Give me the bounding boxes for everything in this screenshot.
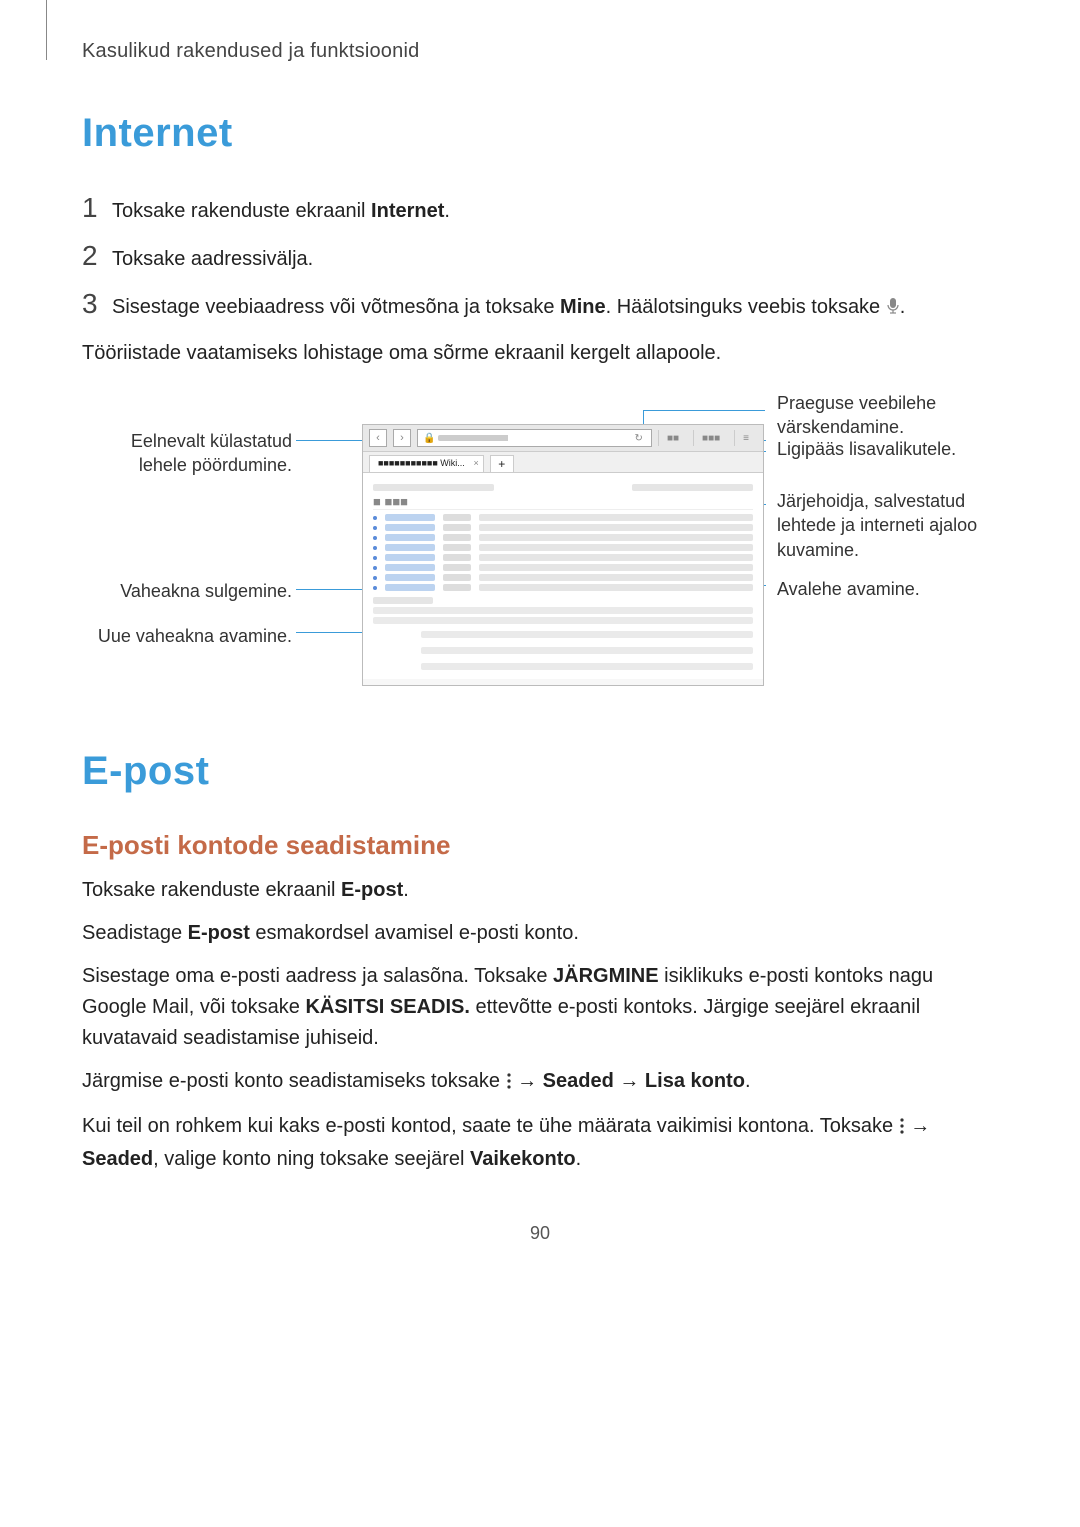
toolbar-button-1[interactable]: ■■ [658, 430, 687, 446]
browser-window: ‹ › 🔒 ↻ ■■ ■■■ ≡ ■■■■■■■■■■■ Wiki... × + [362, 424, 764, 686]
tab-label: ■■■■■■■■■■■ Wiki... [378, 458, 465, 468]
section-title-internet: Internet [82, 111, 998, 156]
callout-bookmarks: Järjehoidja, salvestatud lehtede ja inte… [777, 489, 987, 562]
step-num: 3 [82, 288, 112, 320]
page-number: 90 [82, 1223, 998, 1244]
callout-refresh: Praeguse veebilehe värskendamine. [777, 391, 987, 440]
step-text-bold: Internet [371, 200, 444, 222]
section-subtitle-email: E-posti kontode seadistamine [82, 830, 998, 861]
breadcrumb: Kasulikud rakendused ja funktsioonid [82, 40, 998, 63]
callout-home: Avalehe avamine. [777, 577, 987, 601]
address-text-blur [438, 435, 634, 441]
paragraph: Seadistage E-post esmakordsel avamisel e… [82, 918, 998, 949]
step-text-bold: Mine [560, 296, 606, 318]
microphone-icon [886, 294, 900, 324]
paragraph: Tööriistade vaatamiseks lohistage oma sõ… [82, 338, 998, 369]
browser-figure: Eelnevalt külastatud lehele pöördumine. … [82, 399, 998, 699]
toolbar-button-2[interactable]: ■■■ [693, 430, 728, 446]
step-text-post: . [444, 200, 450, 222]
back-button[interactable]: ‹ [369, 429, 387, 447]
callout-more-options: Ligipääs lisavalikutele. [777, 437, 987, 461]
address-bar[interactable]: 🔒 ↻ [417, 429, 652, 447]
more-menu-icon [899, 1113, 905, 1144]
step-2: 2 Toksake aadressivälja. [82, 240, 998, 274]
callout-prev-page: Eelnevalt külastatud lehele pöördumine. [82, 429, 292, 478]
browser-toolbar: ‹ › 🔒 ↻ ■■ ■■■ ≡ [363, 425, 763, 452]
step-num: 1 [82, 192, 112, 224]
step-1: 1 Toksake rakenduste ekraanil Internet. [82, 192, 998, 226]
more-menu-icon [506, 1068, 512, 1099]
browser-content: ■ ■■■ [363, 473, 763, 679]
step-text-pre: Sisestage veebiaadress või võtmesõna ja … [112, 296, 560, 318]
new-tab-button[interactable]: + [490, 455, 514, 472]
step-num: 2 [82, 240, 112, 272]
tab-bar: ■■■■■■■■■■■ Wiki... × + [363, 452, 763, 473]
section-title-email: E-post [82, 749, 998, 794]
forward-button[interactable]: › [393, 429, 411, 447]
lock-icon: 🔒 [423, 433, 435, 444]
paragraph: Järgmise e-posti konto seadistamiseks to… [82, 1066, 998, 1099]
callout-close-tab: Vaheakna sulgemine. [82, 579, 292, 603]
paragraph: Kui teil on rohkem kui kaks e-posti kont… [82, 1111, 998, 1175]
close-tab-icon[interactable]: × [474, 458, 479, 468]
paragraph: Toksake rakenduste ekraanil E-post. [82, 875, 998, 906]
browser-tab[interactable]: ■■■■■■■■■■■ Wiki... × [369, 455, 484, 472]
step-text-post: . Häälotsinguks veebis toksake [606, 296, 886, 318]
paragraph: Sisestage oma e-posti aadress ja salasõn… [82, 961, 998, 1054]
step-3: 3 Sisestage veebiaadress või võtmesõna j… [82, 288, 998, 324]
refresh-icon[interactable]: ↻ [635, 433, 643, 444]
callout-new-tab: Uue vaheakna avamine. [82, 624, 292, 648]
toolbar-menu-button[interactable]: ≡ [734, 430, 757, 446]
step-text-pre: Toksake rakenduste ekraanil [112, 200, 371, 222]
step-text-pre: Toksake aadressivälja. [112, 248, 313, 270]
